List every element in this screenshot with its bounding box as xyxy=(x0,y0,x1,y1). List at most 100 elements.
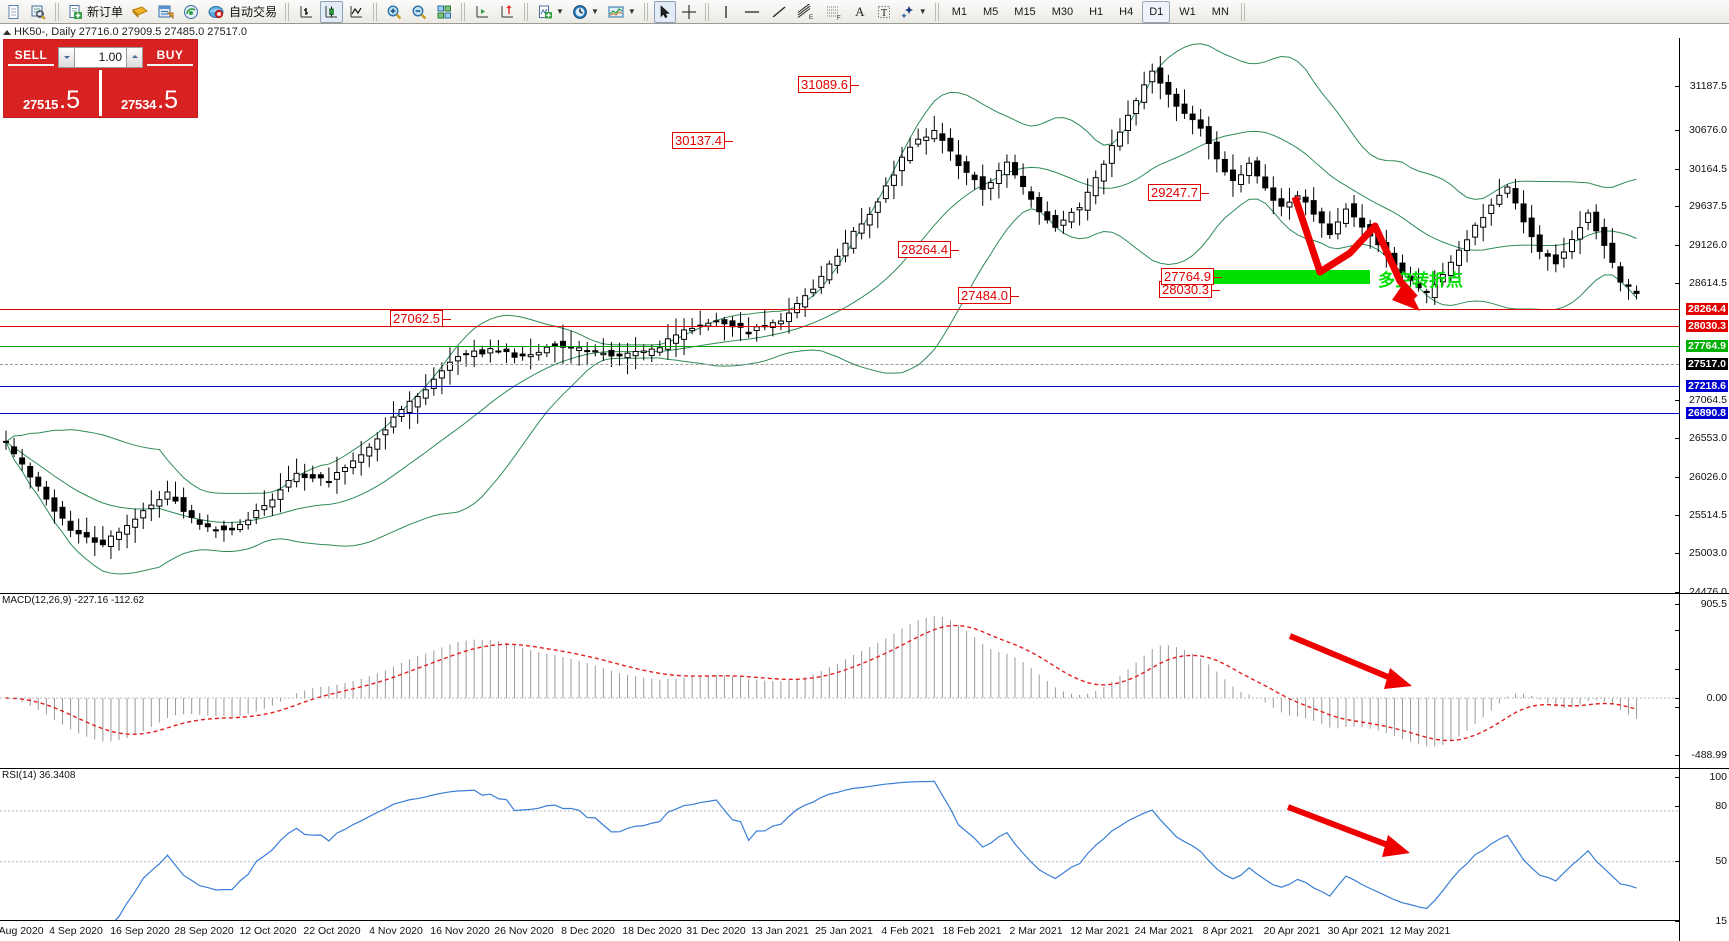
timeframe-m5[interactable]: M5 xyxy=(983,5,999,18)
axis-tick-label: 80 xyxy=(1715,800,1727,812)
date-tick-label: 18 Feb 2021 xyxy=(942,925,1002,937)
text-icon[interactable]: A xyxy=(855,3,865,19)
timeframe-d1[interactable]: D1 xyxy=(1142,0,1171,23)
bar-chart-icon[interactable] xyxy=(295,1,318,23)
macd-label: MACD(12,26,9) -227.16 -112.62 xyxy=(2,595,145,606)
price-axis[interactable]: 31187.5 30676.0 30164.5 29637.5 29126.0 28614… xyxy=(1679,38,1729,713)
axis-tick-mark xyxy=(1675,515,1679,516)
chevron-down-icon[interactable]: ▼ xyxy=(556,7,564,16)
rsi-label: RSI(14) 36.3408 xyxy=(2,770,76,781)
autotrading-label: 自动交易 xyxy=(229,5,278,19)
chevron-down-icon[interactable]: ▼ xyxy=(627,7,636,16)
price-annotation-label[interactable]: 30137.4 xyxy=(672,132,733,149)
navigator-icon[interactable] xyxy=(180,1,203,23)
horizontal-line-icon[interactable] xyxy=(739,1,765,23)
expert-advisors-icon[interactable] xyxy=(128,1,152,23)
volume-increase-button[interactable] xyxy=(126,46,143,68)
zoom-out-icon[interactable] xyxy=(408,1,431,23)
date-axis[interactable]: 5 Aug 2020 4 Sep 2020 16 Sep 2020 28 Sep 20… xyxy=(0,920,1679,941)
horizontal-level-line[interactable] xyxy=(0,386,1679,387)
horizontal-level-line[interactable] xyxy=(0,326,1679,327)
chevron-down-icon[interactable]: ▼ xyxy=(918,7,927,16)
timeframe-m30[interactable]: M30 xyxy=(1051,5,1074,18)
horizontal-level-line[interactable] xyxy=(0,309,1679,310)
buy-button[interactable]: BUY xyxy=(147,48,193,66)
price-annotation-label[interactable]: 31089.6 xyxy=(798,76,859,93)
price-annotation-label[interactable]: 29247.7 xyxy=(1148,184,1209,201)
equidistant-channel-icon[interactable]: E xyxy=(793,1,819,23)
price-annotation-label[interactable]: 28264.4 xyxy=(898,241,959,258)
timeframe-w1[interactable]: W1 xyxy=(1179,5,1196,18)
autotrading-button[interactable]: 自动交易 xyxy=(205,1,280,23)
axis-tick-label: 50 xyxy=(1715,855,1727,867)
trade-panel-divider xyxy=(99,70,102,116)
text-label-icon[interactable]: T xyxy=(873,1,895,23)
templates-icon[interactable]: ▼ xyxy=(604,1,639,23)
chart-canvas-area[interactable]: HK50-, Daily 27716.0 27909.5 27485.0 275… xyxy=(0,24,1729,941)
price-annotation-label[interactable]: 27062.5 xyxy=(390,310,451,327)
vertical-line-icon[interactable] xyxy=(715,1,737,23)
fibonacci-retracement-icon[interactable]: F xyxy=(821,1,847,23)
volume-decrease-button[interactable] xyxy=(58,46,75,68)
date-tick-label: 16 Nov 2020 xyxy=(430,925,490,937)
auto-scroll-icon[interactable] xyxy=(496,1,519,23)
date-tick-label: 16 Sep 2020 xyxy=(110,925,170,937)
axis-tick-mark xyxy=(1675,438,1679,439)
axis-tick-label: 28614.5 xyxy=(1689,277,1727,289)
axis-tick-mark xyxy=(1675,806,1679,807)
timeframe-h4[interactable]: H4 xyxy=(1119,5,1134,18)
sell-button[interactable]: SELL xyxy=(8,48,54,66)
tile-windows-icon[interactable] xyxy=(433,1,456,23)
date-tick-label: 28 Sep 2020 xyxy=(174,925,234,937)
timeframe-mn[interactable]: MN xyxy=(1211,5,1229,18)
crosshair-icon[interactable] xyxy=(678,1,700,23)
axis-tick-label: 25514.5 xyxy=(1689,509,1727,521)
rsi-pane[interactable]: RSI(14) 36.3408 100 80 50 15 5 Aug 2020 4 Se… xyxy=(0,768,1729,941)
volume-stepper[interactable]: 1.00 xyxy=(58,46,143,68)
price-plot xyxy=(2,43,1640,575)
price-annotation-label[interactable]: 27484.0 xyxy=(958,287,1019,304)
buy-price[interactable]: 27534 .5 xyxy=(102,70,197,116)
timeframe-h1[interactable]: H1 xyxy=(1089,5,1104,18)
sell-price[interactable]: 27515 .5 xyxy=(4,70,99,116)
timeframe-m15[interactable]: M15 xyxy=(1014,5,1036,18)
rsi-axis[interactable]: 100 80 50 15 xyxy=(1679,769,1729,941)
chevron-down-icon[interactable]: ▼ xyxy=(590,7,599,16)
chart-collapse-icon[interactable] xyxy=(3,30,11,35)
new-order-button[interactable]: 新订单 xyxy=(65,1,126,23)
axis-tick-mark xyxy=(1675,477,1679,478)
market-watch-icon[interactable] xyxy=(27,1,50,23)
new-chart-icon[interactable] xyxy=(3,1,25,23)
macd-pane[interactable]: MACD(12,26,9) -227.16 -112.62 905.5 0.00 -… xyxy=(0,593,1729,768)
axis-tick-label: 26890.8 xyxy=(1686,407,1728,419)
candlestick-chart-icon[interactable] xyxy=(320,0,344,23)
price-pane[interactable]: 多空转折点 31089.6 30137.4 29247.7 28264.4 28030.… xyxy=(0,38,1729,713)
one-click-trading-panel[interactable]: SELL 1.00 BUY 27515 .5 xyxy=(3,39,198,118)
chart-shift-icon[interactable] xyxy=(471,1,494,23)
highlight-zone-rect[interactable] xyxy=(1210,270,1370,284)
horizontal-level-line[interactable] xyxy=(0,413,1679,414)
periods-icon[interactable]: ▼ xyxy=(569,1,602,23)
axis-tick-mark xyxy=(1675,283,1679,284)
toolbar-separator xyxy=(704,2,710,21)
data-window-icon[interactable] xyxy=(154,1,178,23)
line-chart-icon[interactable] xyxy=(345,1,368,23)
indicators-icon[interactable]: ▼ xyxy=(534,1,567,23)
axis-tick-label: 27064.5 xyxy=(1689,394,1727,406)
axis-tick-label: -488.99 xyxy=(1691,749,1727,761)
shapes-icon[interactable]: ▼ xyxy=(897,1,930,23)
volume-input[interactable]: 1.00 xyxy=(75,46,126,68)
axis-tick-mark xyxy=(1675,130,1679,131)
zoom-in-icon[interactable] xyxy=(383,1,406,23)
date-tick-label: 8 Apr 2021 xyxy=(1202,925,1254,937)
axis-tick-mark xyxy=(1675,592,1679,593)
macd-axis[interactable]: 905.5 0.00 -488.99 xyxy=(1679,594,1729,768)
date-tick-label: 18 Dec 2020 xyxy=(622,925,682,937)
timeframe-m1[interactable]: M1 xyxy=(951,5,967,18)
cursor-icon[interactable] xyxy=(653,0,676,23)
price-annotation-label[interactable]: 27764.9 xyxy=(1161,268,1222,285)
macd-plot xyxy=(0,616,1679,747)
horizontal-level-line[interactable] xyxy=(0,346,1679,347)
trendline-icon[interactable] xyxy=(767,1,791,23)
